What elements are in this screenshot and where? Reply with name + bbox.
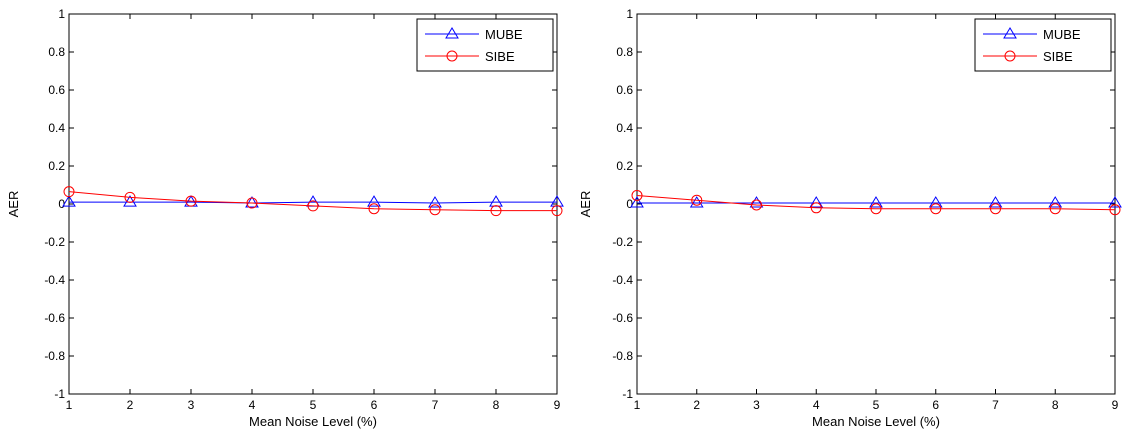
x-axis-label: Mean Noise Level (%) <box>812 414 940 429</box>
data-point-mube <box>1048 196 1063 208</box>
x-tick-label: 2 <box>693 398 700 412</box>
legend: MUBE SIBE <box>416 18 554 72</box>
y-tick-label: -0.2 <box>612 235 633 249</box>
data-point-sibe <box>1109 204 1121 216</box>
y-tick-label: -0.4 <box>44 273 65 287</box>
data-point-sibe <box>246 197 258 209</box>
data-point-sibe <box>631 189 643 201</box>
data-point-sibe <box>810 202 822 214</box>
legend-label-sibe: SIBE <box>1043 49 1073 64</box>
y-tick-label: -0.8 <box>44 349 65 363</box>
data-point-mube <box>367 195 381 207</box>
data-point-mube <box>62 195 76 207</box>
y-tick-label: 0.4 <box>616 121 633 135</box>
data-point-mube <box>630 196 644 208</box>
y-tick-label: 0 <box>626 197 633 211</box>
data-point-sibe <box>930 203 942 215</box>
x-tick-label: 8 <box>493 398 500 412</box>
data-point-sibe <box>870 203 882 215</box>
legend-box <box>416 18 554 72</box>
x-tick-label: 2 <box>127 398 134 412</box>
series-line-sibe <box>68 191 557 212</box>
x-tick-label: 6 <box>371 398 378 412</box>
x-tick-label: 9 <box>1112 398 1119 412</box>
data-point-mube <box>869 196 883 208</box>
data-point-sibe <box>490 205 502 217</box>
x-tick-label: 4 <box>249 398 256 412</box>
legend-marker-mube <box>1003 27 1017 39</box>
series-line-sibe <box>636 194 1116 211</box>
x-tick-label: 5 <box>310 398 317 412</box>
x-tick-label: 7 <box>992 398 999 412</box>
x-tick-label: 4 <box>813 398 820 412</box>
x-tick-label: 7 <box>432 398 439 412</box>
y-tick-label: 0.2 <box>48 159 65 173</box>
data-point-sibe <box>307 200 319 212</box>
legend-label-mube: MUBE <box>1043 27 1081 42</box>
y-axis-label: AER <box>6 191 21 218</box>
data-point-mube <box>988 196 1003 208</box>
x-tick-label: 9 <box>554 398 561 412</box>
chart-panel-2: 1 2 3 4 5 6 7 8 9 -1 -0.8 -0.6 -0.4 -0.2 0 0.2 0.4 0.6 0.8… <box>578 7 1122 429</box>
x-tick-label: 8 <box>1052 398 1059 412</box>
data-point-sibe <box>63 186 75 198</box>
series-line-mube <box>69 201 557 204</box>
y-tick-label: 0.8 <box>48 45 65 59</box>
y-axis-label: AER <box>578 191 593 218</box>
y-tick-label: 0.2 <box>616 159 633 173</box>
legend: MUBE SIBE <box>974 18 1112 72</box>
legend-marker-mube <box>445 27 459 39</box>
x-tick-label: 3 <box>753 398 760 412</box>
y-tick-label: 0.8 <box>616 45 633 59</box>
x-tick-label: 5 <box>873 398 880 412</box>
y-tick-label: -0.6 <box>612 311 633 325</box>
legend-marker-sibe <box>446 50 458 62</box>
y-tick-label: 0.6 <box>616 83 633 97</box>
x-axis-label: Mean Noise Level (%) <box>249 414 377 429</box>
x-tick-label: 3 <box>188 398 195 412</box>
data-point-mube <box>749 196 764 208</box>
data-point-mube <box>428 196 442 208</box>
chart-panel-1: 1 2 3 4 5 6 7 8 9 -1 -0.8 -0.6 -0.4 -0.2 0 0.2 0.4 0.6 0.8… <box>6 7 564 429</box>
data-point-sibe <box>429 204 441 216</box>
y-tick-label: -0.2 <box>44 235 65 249</box>
legend-label-mube: MUBE <box>485 27 523 42</box>
y-tick-label: 0.6 <box>48 83 65 97</box>
data-point-mube <box>1108 196 1122 208</box>
legend-label-sibe: SIBE <box>485 49 515 64</box>
plot-frame <box>68 13 558 395</box>
data-point-mube <box>809 196 824 208</box>
data-point-sibe <box>368 203 380 215</box>
data-point-mube <box>245 196 259 208</box>
x-tick-label: 6 <box>932 398 939 412</box>
y-tick-label: 1 <box>58 7 65 21</box>
y-tick-label: 0 <box>58 197 65 211</box>
data-point-sibe <box>691 194 703 206</box>
x-tick-label: 1 <box>634 398 641 412</box>
data-point-sibe <box>990 203 1001 215</box>
y-tick-label: -1 <box>54 387 65 401</box>
x-tick-label: 1 <box>66 398 73 412</box>
y-tick-label: -0.6 <box>44 311 65 325</box>
data-point-mube <box>689 196 704 208</box>
legend-marker-sibe <box>1004 50 1016 62</box>
y-tick-label: -0.8 <box>612 349 633 363</box>
data-point-mube <box>928 196 943 208</box>
data-point-sibe <box>551 205 563 217</box>
y-tick-label: 0.4 <box>48 121 65 135</box>
data-point-sibe <box>751 199 762 211</box>
data-point-sibe <box>185 195 197 207</box>
y-tick-label: -1 <box>622 387 633 401</box>
y-tick-label: -0.4 <box>612 273 633 287</box>
data-point-sibe <box>124 191 136 203</box>
legend-box <box>974 18 1112 72</box>
data-point-sibe <box>1049 203 1061 215</box>
y-tick-label: 1 <box>626 7 633 21</box>
